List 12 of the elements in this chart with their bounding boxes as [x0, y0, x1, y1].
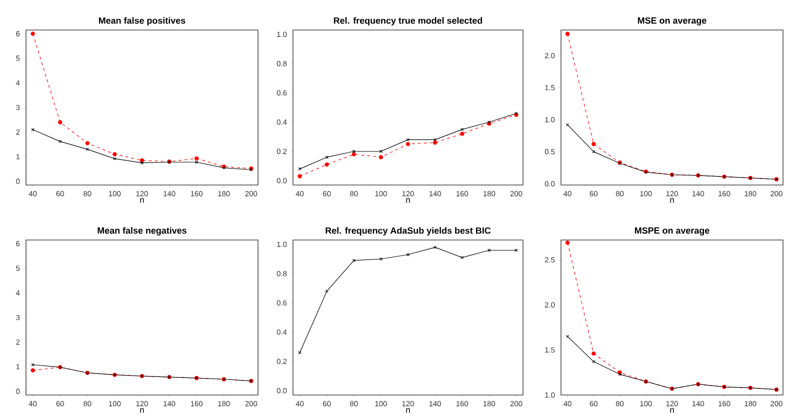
x-axis-title: n: [406, 198, 410, 203]
chart-title: Mean false negatives: [98, 227, 186, 236]
x-axis-title: n: [140, 408, 144, 413]
chart-title: Rel. frequency AdaSub yields best BIC: [326, 227, 491, 236]
x-axis-title: n: [670, 408, 674, 413]
chart-title: Rel. frequency true model selected: [334, 17, 482, 26]
chart-title: MSE on average: [638, 17, 706, 26]
x-axis-title: n: [406, 408, 410, 413]
chart-title: MSPE on average: [634, 227, 710, 236]
x-axis-title: n: [670, 198, 674, 203]
chart-title: Mean false positives: [98, 17, 186, 26]
x-axis-title: n: [140, 198, 144, 203]
